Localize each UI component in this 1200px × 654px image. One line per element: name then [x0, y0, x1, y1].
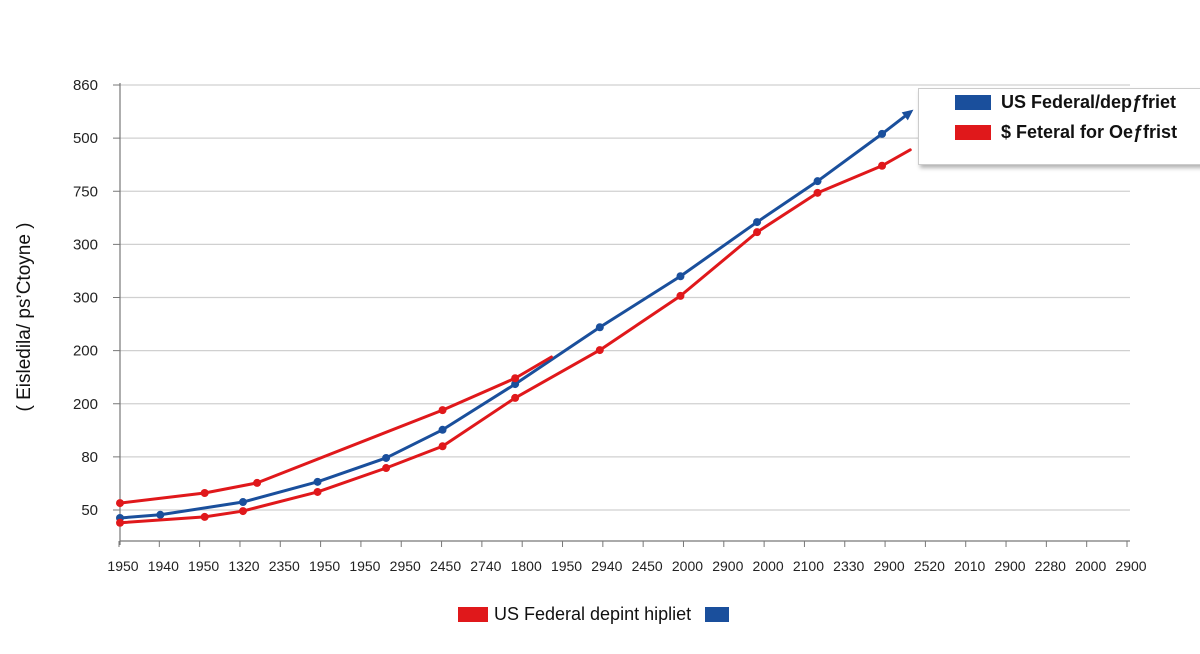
data-point — [156, 510, 165, 519]
arrow-head-icon — [901, 109, 914, 121]
x-tick-label: 1950 — [309, 558, 340, 574]
x-tick-label: 2100 — [793, 558, 824, 574]
x-tick-label: 2450 — [632, 558, 663, 574]
data-point — [200, 489, 209, 497]
x-tick-label: 1950 — [349, 558, 380, 574]
legend-swatch-red — [955, 125, 991, 140]
data-point — [753, 228, 762, 237]
data-point — [116, 499, 124, 508]
x-tick-label: 2950 — [390, 558, 421, 574]
legend-item-red: $ Feteral for Oeƒfrist — [955, 122, 1177, 143]
y-tick-label: 860 — [73, 77, 98, 94]
data-point — [878, 129, 887, 138]
data-point — [438, 442, 447, 451]
data-point — [438, 406, 447, 415]
x-tick-label: 2000 — [753, 558, 784, 574]
x-tick-label: 2000 — [1075, 558, 1106, 574]
data-point — [753, 218, 762, 227]
data-point — [511, 393, 520, 402]
bottom-legend-swatch-red — [458, 607, 488, 622]
y-tick-labels: 50 80 200 200 300 300 750 500 860 — [73, 77, 98, 519]
x-tick-label: 2900 — [1115, 558, 1146, 574]
data-point — [382, 464, 391, 473]
x-tick-label: 2330 — [833, 558, 864, 574]
gridlines — [120, 84, 1130, 511]
data-point — [813, 177, 822, 186]
series-line-2 — [118, 355, 553, 505]
data-point — [511, 374, 520, 383]
data-point — [676, 272, 685, 281]
data-point — [116, 518, 124, 527]
y-axis-label: ( Eisledila/ ps’Ctoyne ) — [14, 222, 35, 411]
x-tick-label: 1950 — [551, 558, 582, 574]
x-tick-label: 2010 — [954, 558, 985, 574]
x-tick-label: 2900 — [874, 558, 905, 574]
data-point — [813, 188, 822, 197]
x-tick-label: 2740 — [470, 558, 501, 574]
y-tick-label: 300 — [73, 290, 98, 307]
x-tick-label: 2280 — [1035, 558, 1066, 574]
data-point — [438, 425, 447, 434]
legend-item-blue: US Federal/depƒfriet — [955, 92, 1176, 113]
data-point — [511, 380, 520, 389]
series-line-1 — [118, 148, 912, 525]
y-tick-label: 300 — [73, 236, 98, 253]
data-point — [595, 323, 604, 332]
legend-label: $ Feteral for Oeƒfrist — [1001, 122, 1178, 142]
x-tick-label: 1950 — [107, 558, 138, 574]
x-tick-label: 2000 — [672, 558, 703, 574]
x-tick-label: 1950 — [188, 558, 219, 574]
x-tick-label: 1940 — [148, 558, 179, 574]
legend: US Federal/depƒfriet $ Feteral for Oeƒfr… — [918, 88, 1200, 165]
x-tick-label: 2450 — [430, 558, 461, 574]
x-tick-label: 1320 — [228, 558, 259, 574]
series-lines — [116, 109, 914, 527]
x-tick-label: 2900 — [712, 558, 743, 574]
x-tick-labels: 1950 1940 1950 1320 2350 1950 1950 2950 2450 2740… — [107, 558, 1146, 574]
y-tick-label: 80 — [81, 449, 98, 466]
bottom-legend-label: US Federal depint hipliet — [494, 604, 692, 624]
x-tick-label: 2520 — [914, 558, 945, 574]
data-point — [676, 291, 685, 300]
data-point — [313, 477, 322, 486]
data-point — [595, 346, 604, 355]
data-point — [238, 507, 247, 516]
legend-label: US Federal/depƒfriet — [1001, 92, 1177, 112]
data-point — [238, 498, 247, 507]
y-tick-label: 50 — [81, 502, 98, 519]
axes — [113, 83, 1130, 547]
data-point — [878, 161, 887, 170]
x-tick-label: 2940 — [591, 558, 622, 574]
data-point — [313, 487, 322, 496]
y-tick-label: 500 — [73, 130, 98, 147]
x-tick-label: 2900 — [994, 558, 1025, 574]
y-tick-label: 200 — [73, 343, 98, 360]
y-tick-label: 200 — [73, 396, 98, 413]
bottom-legend: US Federal depint hipliet — [458, 604, 735, 625]
bottom-legend-swatch-blue — [705, 607, 730, 622]
x-tick-label: 2350 — [269, 558, 300, 574]
legend-swatch-blue — [955, 95, 991, 110]
data-point — [382, 453, 391, 462]
data-point — [253, 478, 262, 487]
x-tick-label: 1800 — [511, 558, 542, 574]
y-tick-label: 750 — [73, 183, 98, 200]
data-point — [200, 512, 209, 521]
